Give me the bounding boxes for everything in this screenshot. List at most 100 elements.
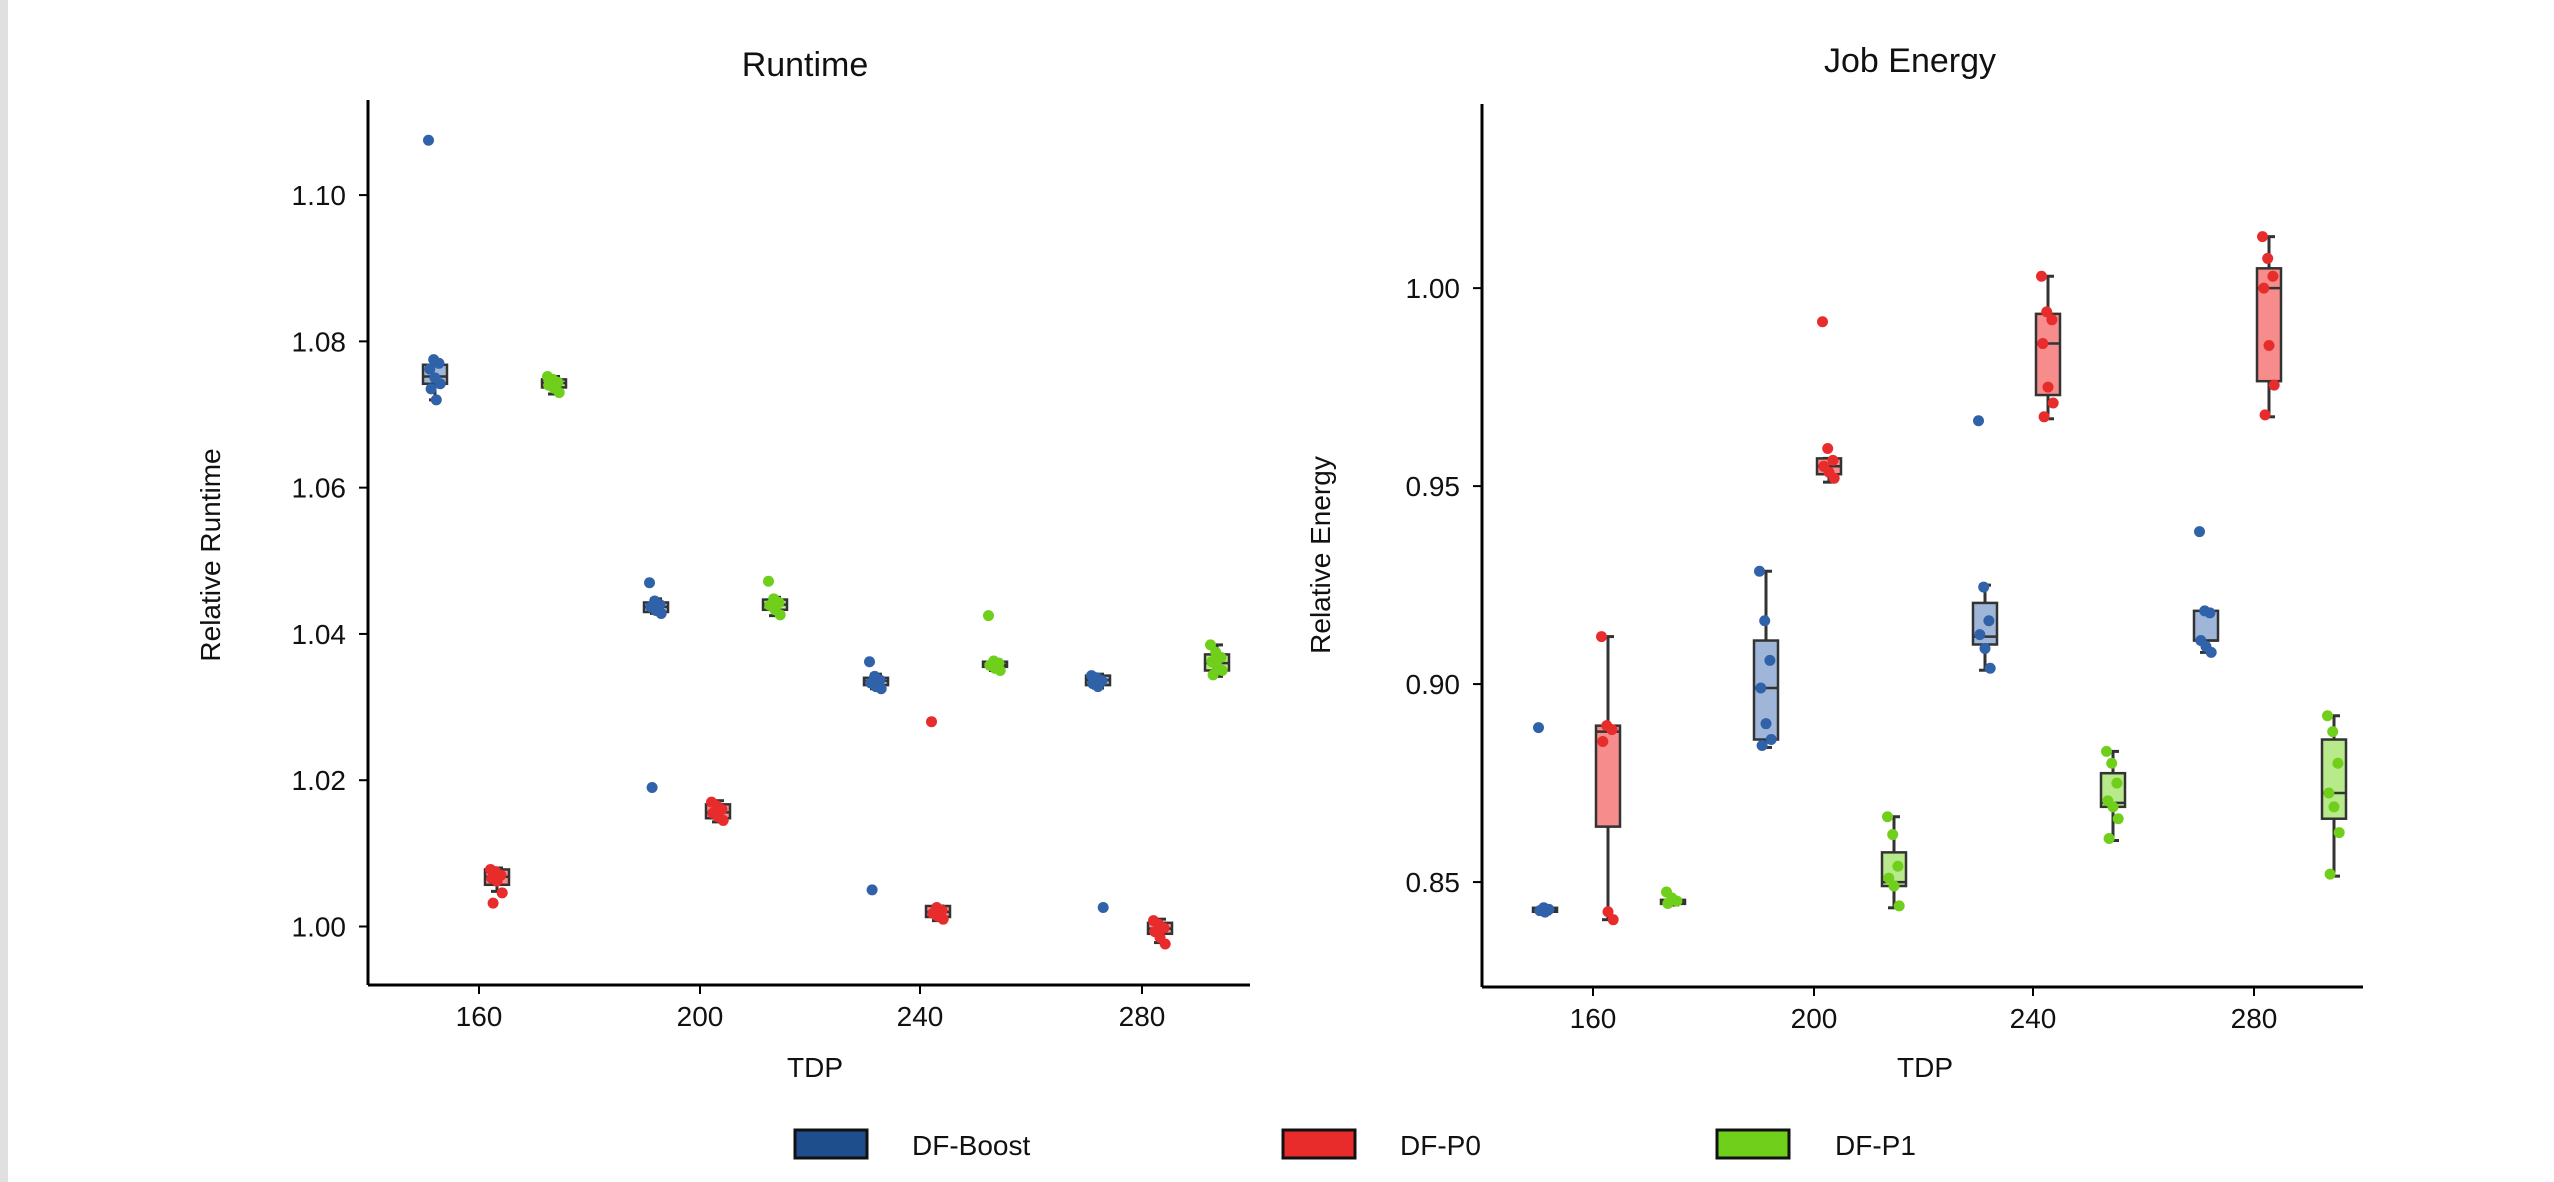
energy-y-tick-label: 0.85 [1406, 867, 1461, 898]
energy-plot-area: 0.85 0.90 0.95 1.00 160 200 240 280 [1406, 104, 2363, 1034]
data-point [1596, 631, 1607, 643]
data-point [1765, 734, 1777, 746]
data-point [1978, 581, 1990, 593]
energy-y-tick-label: 1.00 [1406, 273, 1461, 304]
data-point [1756, 739, 1768, 751]
energy-title: Job Energy [1824, 42, 1996, 80]
data-point [2205, 646, 2217, 658]
data-point [1883, 872, 1895, 884]
legend-label-df-boost: DF-Boost [912, 1130, 1030, 1161]
runtime-x-axis-label: TDP [787, 1052, 843, 1083]
energy-box-df-boost-160 [1531, 722, 1559, 918]
energy-box-df-p1-200 [1880, 811, 1908, 912]
data-point [2333, 827, 2345, 839]
data-point [1607, 914, 1619, 926]
data-point [1092, 681, 1104, 693]
energy-box-df-p0-280 [2255, 231, 2283, 421]
box [2034, 312, 2062, 397]
legend-swatch-df-p0 [1281, 1128, 1357, 1160]
legend-label-df-p1: DF-P1 [1835, 1130, 1916, 1161]
runtime-x-tick-label: 160 [456, 1001, 503, 1032]
data-point [2263, 340, 2275, 352]
data-point [2259, 409, 2271, 421]
data-point [2101, 745, 2112, 757]
data-point [2327, 726, 2339, 738]
legend: DF-Boost DF-P0 DF-P1 [793, 1128, 1916, 1161]
runtime-box-df-p1-160 [540, 370, 568, 399]
data-point [655, 607, 667, 619]
runtime-plot-area: 1.00 1.02 1.04 1.06 1.08 1.10 160 200 240 280 [292, 100, 1250, 1032]
runtime-y-tick-label: 1.08 [292, 326, 347, 357]
data-point [2036, 270, 2047, 282]
energy-x-axis-label: TDP [1897, 1052, 1953, 1083]
data-point [1158, 922, 1170, 934]
legend-item-df-boost: DF-Boost [793, 1128, 1030, 1161]
energy-box-df-p0-200 [1815, 316, 1843, 484]
runtime-y-tick-label: 1.06 [292, 473, 347, 504]
runtime-y-tick-label: 1.02 [292, 765, 347, 796]
data-point [2103, 833, 2115, 845]
data-point [2267, 270, 2279, 282]
data-point [423, 134, 434, 146]
energy-chart: Job Energy Relative Energy TDP 0.850.900… [1305, 42, 2363, 1083]
runtime-box-df-p1-280 [1203, 639, 1231, 681]
energy-x-tick-label: 160 [1570, 1003, 1617, 1034]
data-point [1533, 722, 1544, 734]
data-point [2106, 757, 2118, 769]
data-point [1597, 736, 1609, 748]
data-point [487, 897, 499, 909]
runtime-box-df-p0-160 [483, 863, 511, 909]
energy-y-tick-label: 0.95 [1406, 471, 1461, 502]
legend-swatch-df-boost [793, 1128, 869, 1160]
data-point [763, 575, 774, 587]
data-point [2258, 282, 2270, 294]
data-point [937, 913, 949, 925]
data-point [2038, 411, 2050, 423]
data-point [2194, 526, 2205, 538]
energy-box-df-boost-240 [1971, 415, 1999, 674]
energy-box-df-p0-160 [1594, 631, 1622, 926]
runtime-y-tick-label: 1.10 [292, 180, 347, 211]
data-point [2204, 607, 2216, 619]
data-point [1159, 938, 1171, 950]
data-point [496, 887, 508, 899]
runtime-x-tick-label: 280 [1119, 1001, 1166, 1032]
data-point [983, 610, 994, 622]
data-point [2257, 231, 2268, 243]
data-point [2322, 710, 2333, 722]
legend-label-df-p0: DF-P0 [1400, 1130, 1481, 1161]
runtime-box-df-p0-200 [704, 796, 732, 826]
data-point [2111, 777, 2123, 789]
legend-item-df-p1: DF-P1 [1715, 1128, 1916, 1161]
runtime-y-axis-label: Relative Runtime [195, 448, 226, 661]
runtime-y-tick-label: 1.04 [292, 619, 347, 650]
energy-box-df-p0-240 [2034, 270, 2062, 423]
data-point [644, 577, 655, 589]
data-point [434, 378, 446, 390]
data-point [646, 782, 658, 794]
runtime-chart: Runtime Relative Runtime TDP 1.001.021.0… [195, 46, 1250, 1083]
energy-x-tick-label: 240 [2010, 1003, 2057, 1034]
runtime-box-df-p0-280 [1146, 915, 1174, 950]
data-point [1215, 651, 1227, 663]
data-point [2328, 801, 2340, 813]
data-point [1671, 895, 1683, 907]
box [2320, 738, 2348, 820]
runtime-box-df-p1-200 [761, 575, 789, 621]
data-point [2268, 379, 2280, 391]
data-point [2112, 813, 2124, 825]
energy-box-df-p1-240 [2099, 745, 2127, 845]
data-point [2046, 314, 2058, 326]
runtime-box-df-p0-240 [924, 716, 952, 925]
data-point [1882, 811, 1893, 823]
data-point [864, 656, 875, 668]
data-point [717, 814, 729, 826]
runtime-box-df-boost-280 [1084, 670, 1112, 913]
data-point [1973, 415, 1984, 427]
runtime-box-df-boost-240 [862, 656, 890, 896]
data-point [1216, 664, 1228, 676]
data-point [1893, 900, 1905, 912]
legend-swatch-df-p1 [1715, 1128, 1791, 1160]
energy-y-tick-label: 0.90 [1406, 669, 1461, 700]
